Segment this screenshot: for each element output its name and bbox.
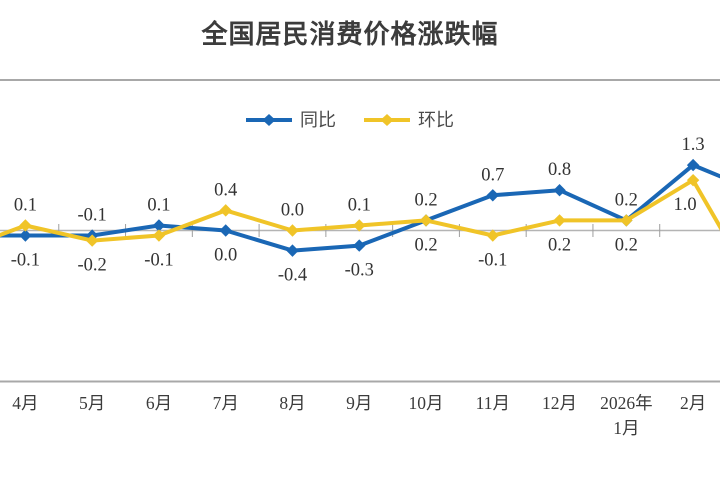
data-label-tongbi: -0.4 [278, 266, 307, 286]
x-axis-label: 1月 [613, 418, 639, 438]
data-label-huanbi: 0.2 [548, 235, 571, 255]
x-axis-label: 5月 [79, 393, 105, 413]
huanbi-marker [286, 224, 299, 237]
data-label-huanbi: -0.1 [478, 251, 507, 271]
tongbi-marker [353, 239, 366, 252]
data-label-huanbi: 0.1 [14, 195, 37, 215]
tongbi-marker [286, 244, 299, 257]
legend-label-huanbi: 环比 [418, 110, 454, 130]
chart-title: 全国居民消费价格涨跌幅 [201, 20, 499, 49]
tongbi-marker [219, 224, 232, 237]
data-label-tongbi: -0.3 [345, 261, 374, 281]
data-label-tongbi: 0.2 [615, 190, 638, 210]
x-axis-label: 11月 [476, 393, 510, 413]
x-axis-label: 7月 [213, 393, 239, 413]
data-label-huanbi: 0.1 [348, 195, 371, 215]
huanbi-marker [19, 219, 32, 232]
data-label-huanbi: 1.0 [674, 195, 697, 215]
data-label-tongbi: 0.1 [147, 195, 170, 215]
data-label-tongbi: -0.1 [78, 206, 107, 226]
data-label-tongbi: 0.0 [214, 246, 237, 266]
huanbi-line-marker-icon [364, 114, 410, 126]
legend-item-tongbi: 同比 [246, 111, 336, 129]
data-label-tongbi: 0.7 [481, 165, 504, 185]
x-axis-label: 4月 [12, 393, 38, 413]
huanbi-marker [620, 214, 633, 227]
huanbi-marker [486, 229, 499, 242]
data-label-tongbi: -0.1 [11, 251, 40, 271]
x-axis-label: 12月 [542, 393, 577, 413]
huanbi-marker [152, 229, 166, 242]
x-axis-label: 2月 [680, 393, 706, 413]
tongbi-marker [19, 229, 32, 242]
tongbi-marker [553, 184, 566, 197]
tongbi-marker [486, 189, 499, 202]
huanbi-marker [219, 204, 232, 217]
huanbi-marker [419, 214, 433, 227]
x-axis-label: 6月 [146, 393, 172, 413]
legend-label-tongbi: 同比 [300, 110, 336, 130]
data-label-tongbi: 0.2 [414, 190, 437, 210]
data-label-huanbi: 0.2 [414, 235, 437, 255]
tongbi-marker [152, 219, 166, 232]
huanbi-marker [353, 219, 366, 232]
huanbi-marker [85, 234, 99, 247]
huanbi-marker [553, 214, 566, 227]
data-label-huanbi: 0.4 [214, 180, 237, 200]
data-label-tongbi: 1.3 [682, 135, 705, 155]
data-label-huanbi: -0.2 [78, 256, 107, 276]
huanbi-marker [686, 173, 700, 187]
data-label-huanbi: 0.0 [281, 201, 304, 221]
x-axis-label: 8月 [279, 393, 305, 413]
data-label-huanbi: 0.2 [615, 235, 638, 255]
legend: 同比 环比 [246, 111, 454, 129]
tongbi-line-marker-icon [246, 114, 292, 126]
data-label-tongbi: 0.8 [548, 160, 571, 180]
legend-item-huanbi: 环比 [364, 111, 454, 129]
x-axis-label: 2026年 [600, 393, 653, 413]
tongbi-marker [686, 158, 700, 172]
data-label-huanbi: -0.1 [144, 251, 173, 271]
x-axis-label: 10月 [409, 393, 444, 413]
x-axis-label: 9月 [346, 393, 372, 413]
